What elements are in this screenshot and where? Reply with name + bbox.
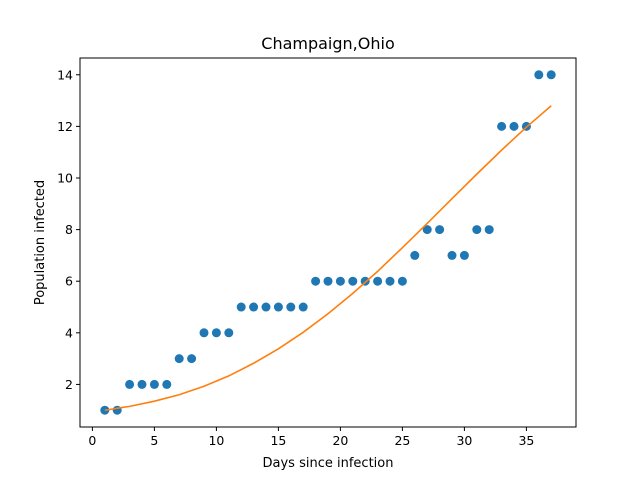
axes-frame [79,57,577,428]
data-point [422,225,432,235]
data-point [162,379,172,389]
y-axis: 2 4 6 8 10 12 14 [57,67,80,392]
plot-area [100,70,556,415]
data-point [546,70,556,80]
x-axis-label: Days since infection [263,456,394,471]
data-point [410,250,420,260]
data-point [199,328,209,338]
x-tick-label: 5 [150,433,158,448]
data-point [335,276,345,286]
data-point [236,302,246,312]
data-point [273,302,283,312]
data-point [509,121,519,131]
data-point [534,70,544,80]
y-tick-label: 6 [65,274,73,289]
x-tick-label: 35 [518,433,534,448]
data-point [125,379,135,389]
data-point [149,379,159,389]
data-point [311,276,321,286]
data-point [224,328,234,338]
data-point [397,276,407,286]
x-tick-label: 30 [456,433,472,448]
data-point [435,225,445,235]
data-point [286,302,296,312]
data-point [249,302,259,312]
data-point [348,276,358,286]
y-tick-label: 12 [57,119,73,134]
data-point [137,379,147,389]
data-point [261,302,271,312]
y-tick-label: 2 [65,377,73,392]
data-point [497,121,507,131]
x-tick-label: 10 [208,433,224,448]
x-tick-label: 0 [88,433,96,448]
fit-curve [104,105,552,412]
x-axis: 0 5 10 15 20 25 30 35 [88,427,534,448]
x-tick-label: 25 [394,433,410,448]
y-tick-label: 14 [57,67,73,82]
x-tick-label: 20 [332,433,348,448]
data-point [447,250,457,260]
data-point [472,225,482,235]
chart-title: Champaign,Ohio [261,34,394,53]
y-axis-label: Population infected [33,180,48,305]
y-tick-label: 4 [65,325,73,340]
data-point [385,276,395,286]
data-point [211,328,221,338]
data-point [484,225,494,235]
data-point [174,354,184,364]
data-point [373,276,383,286]
data-point [323,276,333,286]
data-point [187,354,197,364]
y-tick-label: 10 [57,170,73,185]
data-point [459,250,469,260]
x-tick-label: 15 [270,433,286,448]
y-tick-label: 8 [65,222,73,237]
data-point [298,302,308,312]
